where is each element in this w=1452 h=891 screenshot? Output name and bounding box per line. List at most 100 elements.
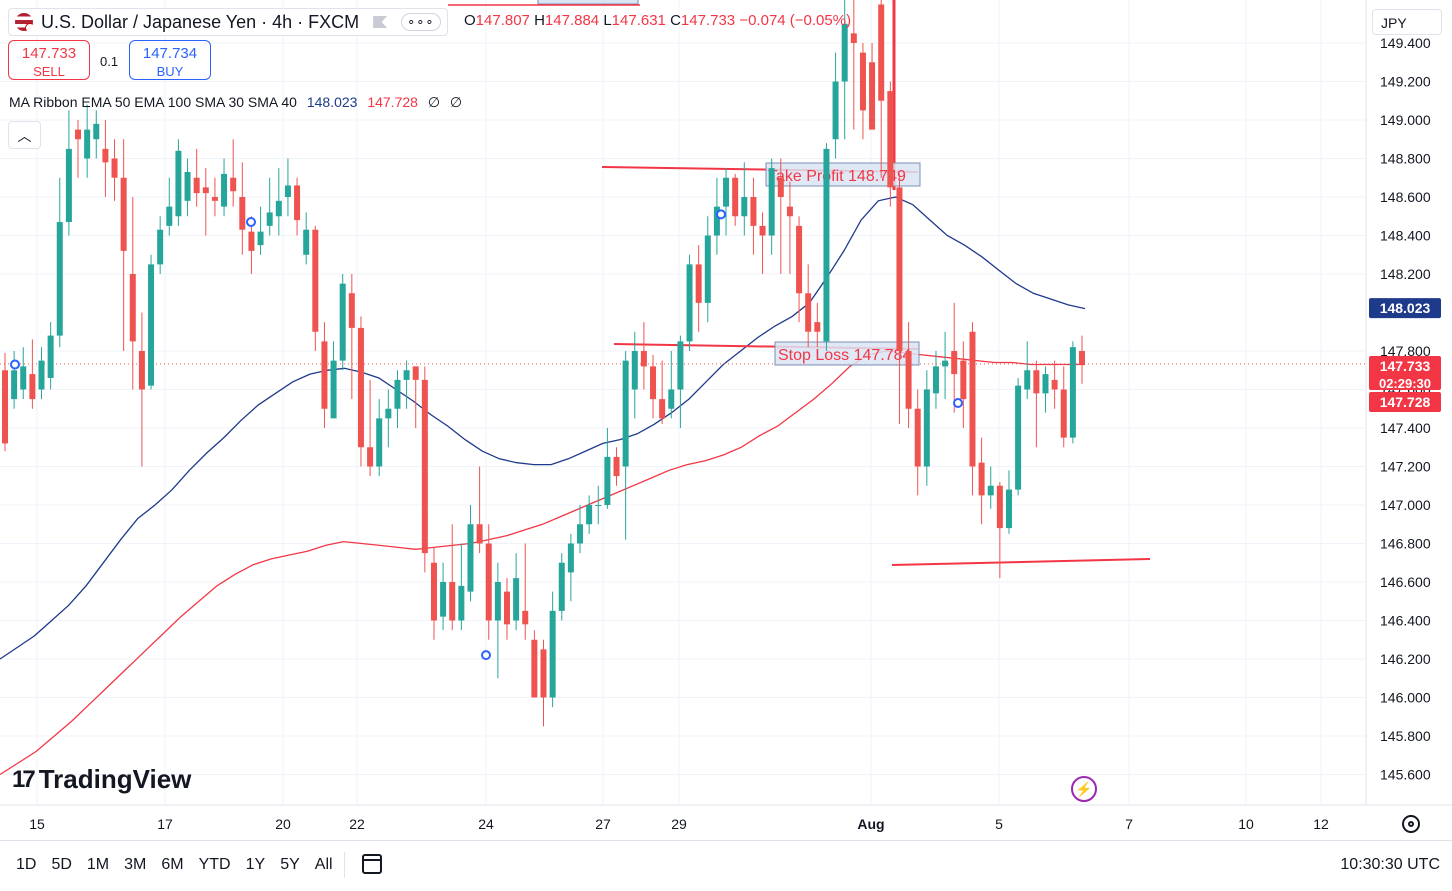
indicator-name[interactable]: MA Ribbon EMA 50 EMA 100 SMA 30 SMA 40 <box>9 94 297 110</box>
range-3m[interactable]: 3M <box>124 856 147 873</box>
signal-marker <box>481 650 491 661</box>
candle-body <box>960 360 967 400</box>
candle-body <box>284 185 291 197</box>
candle-body <box>2 370 8 444</box>
candle-body <box>1024 370 1031 390</box>
candles-layer <box>2 0 1085 727</box>
change-value: −0.074 (−0.05%) <box>739 12 852 29</box>
candle-body <box>987 485 994 496</box>
last-price-tag-bg <box>1369 356 1441 390</box>
time-tick-label: 15 <box>29 816 45 832</box>
candle-body <box>449 582 456 621</box>
candle-body <box>677 341 684 390</box>
price-axis: 149.400 149.200 149.000 148.800 148.600 148.4… <box>1365 0 1452 840</box>
indicator-legend[interactable]: MA Ribbon EMA 50 EMA 100 SMA 30 SMA 40 1… <box>9 94 462 111</box>
candle-body <box>257 231 264 246</box>
candle-body <box>878 4 885 101</box>
range-5y[interactable]: 5Y <box>280 856 300 873</box>
candle-body <box>294 185 301 221</box>
time-tick-label: 7 <box>1125 816 1133 832</box>
buy-button[interactable]: 147.734 BUY <box>129 40 211 80</box>
candle-body <box>20 366 27 390</box>
collapse-legend-button[interactable]: ︿ <box>8 121 41 149</box>
range-6m[interactable]: 6M <box>161 856 184 873</box>
candle-body <box>430 562 437 621</box>
candle-body <box>193 177 200 194</box>
currency-selector[interactable]: JPY <box>1372 9 1442 35</box>
price-tick-label: 146.400 <box>1380 613 1431 629</box>
calendar-icon[interactable] <box>362 854 382 874</box>
toolbar-divider <box>344 852 345 878</box>
lightning-icon[interactable]: ⚡ <box>1071 776 1097 802</box>
range-1y[interactable]: 1Y <box>245 856 266 873</box>
range-5d[interactable]: 5D <box>51 856 72 873</box>
price-tick-label: 147.200 <box>1380 459 1431 475</box>
candle-body <box>750 197 757 226</box>
candle-body <box>47 335 54 378</box>
bookmark-icon[interactable] <box>373 16 388 28</box>
sma30-value: ∅ <box>427 94 441 110</box>
candle-body <box>932 366 939 394</box>
candle-body <box>202 187 209 194</box>
candle-body <box>1051 379 1058 390</box>
price-tick-label: 148.400 <box>1380 228 1431 244</box>
time-tick-label: 27 <box>595 816 611 832</box>
range-selector: 1D 5D 1M 3M 6M YTD 1Y 5Y All <box>16 856 348 874</box>
price-tick-label: 149.400 <box>1380 35 1431 51</box>
candle-body <box>357 327 364 448</box>
candle-body <box>467 524 474 592</box>
candle-body <box>129 274 136 342</box>
signal-marker <box>716 209 726 220</box>
ohlc-readout: O147.807 H147.884 L147.631 C147.733 −0.0… <box>464 12 851 29</box>
close-value: 147.733 <box>680 12 736 29</box>
candle-body <box>312 229 319 332</box>
sell-button[interactable]: 147.733 SELL <box>8 40 90 80</box>
candle-body <box>622 360 629 467</box>
candle-body <box>951 351 958 375</box>
ema50-price-tag-text: 148.023 <box>1380 300 1431 316</box>
usd-jpy-flag-icon <box>15 13 33 31</box>
range-all[interactable]: All <box>314 856 333 873</box>
candle-body <box>659 399 666 419</box>
settings-gear-icon[interactable] <box>1402 815 1420 833</box>
candle-body <box>339 283 346 361</box>
time-tick-label: Aug <box>857 816 884 832</box>
range-ytd[interactable]: YTD <box>198 856 231 873</box>
candle-body <box>695 264 702 303</box>
close-label: C <box>670 12 681 29</box>
stop-loss-box <box>774 341 920 366</box>
chevron-up-icon: ︿ <box>17 128 32 144</box>
open-label: O <box>464 12 476 29</box>
candle-body <box>969 331 976 467</box>
support-line <box>891 558 1151 566</box>
candle-body <box>732 177 739 217</box>
high-value: 147.884 <box>544 12 600 29</box>
symbol-header[interactable]: U.S. Dollar / Japanese Yen · 4h · FXCM ∘… <box>8 8 448 36</box>
open-value: 147.807 <box>475 12 530 29</box>
candle-body <box>996 485 1003 529</box>
price-tick-label: 145.800 <box>1380 728 1431 744</box>
spread-value: 0.1 <box>100 54 119 69</box>
take-profit-label: Take Profit 148.749 <box>768 168 906 185</box>
symbol-title[interactable]: U.S. Dollar / Japanese Yen · 4h · FXCM <box>41 11 360 32</box>
candle-body <box>577 524 584 544</box>
candle-body <box>120 177 127 251</box>
candle-body <box>713 206 720 236</box>
candle-body <box>859 52 866 111</box>
candle-body <box>567 543 574 573</box>
range-1d[interactable]: 1D <box>16 856 37 873</box>
utc-clock[interactable]: 10:30:30 UTC <box>1340 856 1440 873</box>
more-options-icon[interactable]: ∘∘∘ <box>401 13 441 31</box>
stop-loss-label: Stop Loss 147.784 <box>778 347 912 364</box>
candle-body <box>75 129 82 140</box>
candle-body <box>65 148 72 223</box>
last-price-tag-text: 02:29:30 <box>1379 376 1431 391</box>
range-1m[interactable]: 1M <box>86 856 110 873</box>
candle-body <box>485 543 492 621</box>
candle-body <box>111 158 118 178</box>
candle-body <box>978 462 985 496</box>
tradingview-logo[interactable]: 17 TradingView <box>12 764 191 795</box>
candle-body <box>412 366 419 380</box>
candle-body <box>221 173 228 207</box>
